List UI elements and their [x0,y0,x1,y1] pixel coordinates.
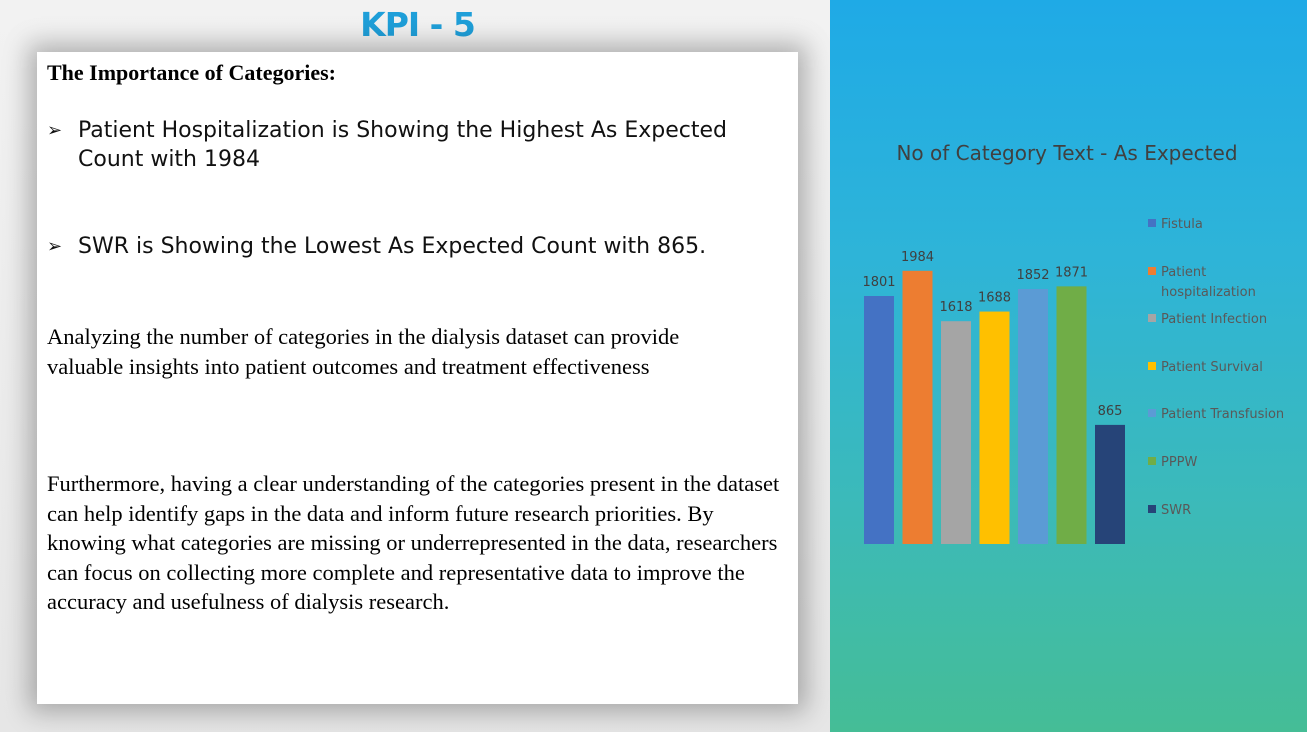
legend-label-4: Patient Transfusion [1161,407,1284,422]
bar-0 [864,296,894,544]
legend-swatch-1 [1148,267,1156,275]
bullet-text: Patient Hospitalization is Showing the H… [78,118,727,172]
data-label-3: 1688 [978,291,1011,306]
paragraph-gaps: Furthermore, having a clear understandin… [47,471,780,614]
text-panel: The Importance of Categories: ➢ Patient … [37,52,798,704]
arrow-bullet-icon: ➢ [47,120,63,141]
legend-swatch-2 [1148,314,1156,322]
bar-6 [1095,424,1125,544]
legend-swatch-0 [1148,219,1156,227]
legend-label-0: Fistula [1161,217,1203,232]
legend-swatch-3 [1148,362,1156,370]
chart-title: No of Category Text - As Expected [896,141,1237,165]
bullet-highest: ➢ Patient Hospitalization is Showing the… [47,116,767,174]
bar-2 [941,321,971,544]
legend-label-6: SWR [1161,503,1191,518]
data-label-1: 1984 [901,250,934,265]
panel-heading: The Importance of Categories: [47,60,336,85]
bar-chart: No of Category Text - As Expected 1801 19… [862,141,1284,544]
bar-5 [1056,286,1087,544]
data-label-2: 1618 [939,300,972,315]
legend-label-5: PPPW [1161,455,1198,470]
legend: Fistula Patient hospitalization Patient Inf… [1148,217,1284,518]
bar-3 [979,311,1010,544]
legend-swatch-4 [1148,409,1156,417]
bullet-lowest: ➢ SWR is Showing the Lowest As Expected … [47,232,767,261]
bar-4 [1018,288,1048,544]
data-labels-group: 1801 1984 1618 1688 1852 1871 865 [862,250,1122,419]
arrow-bullet-icon: ➢ [47,236,63,257]
legend-label-2: Patient Infection [1161,312,1267,327]
data-label-5: 1871 [1055,265,1088,280]
data-label-4: 1852 [1016,268,1049,283]
paragraph-analysis: Analyzing the number of categories in th… [47,324,680,379]
bar-1 [902,270,933,544]
data-label-6: 865 [1098,404,1123,419]
bullet-text: SWR is Showing the Lowest As Expected Co… [78,234,707,259]
legend-label-3: Patient Survival [1161,360,1263,375]
legend-swatch-5 [1148,457,1156,465]
data-label-0: 1801 [862,275,895,290]
legend-label-1: hospitalization [1161,285,1256,300]
legend-swatch-6 [1148,505,1156,513]
bars-group [864,270,1125,544]
slide-title: KPI - 5 [360,5,476,44]
legend-label-1: Patient [1161,265,1206,280]
